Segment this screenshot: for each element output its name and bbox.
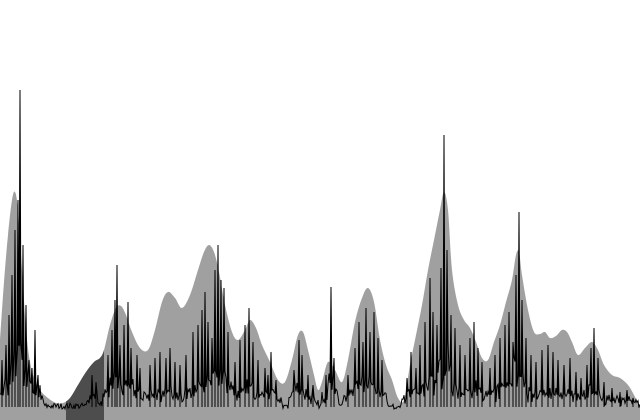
signal-line: [0, 89, 640, 411]
signal-layer: [0, 89, 640, 411]
